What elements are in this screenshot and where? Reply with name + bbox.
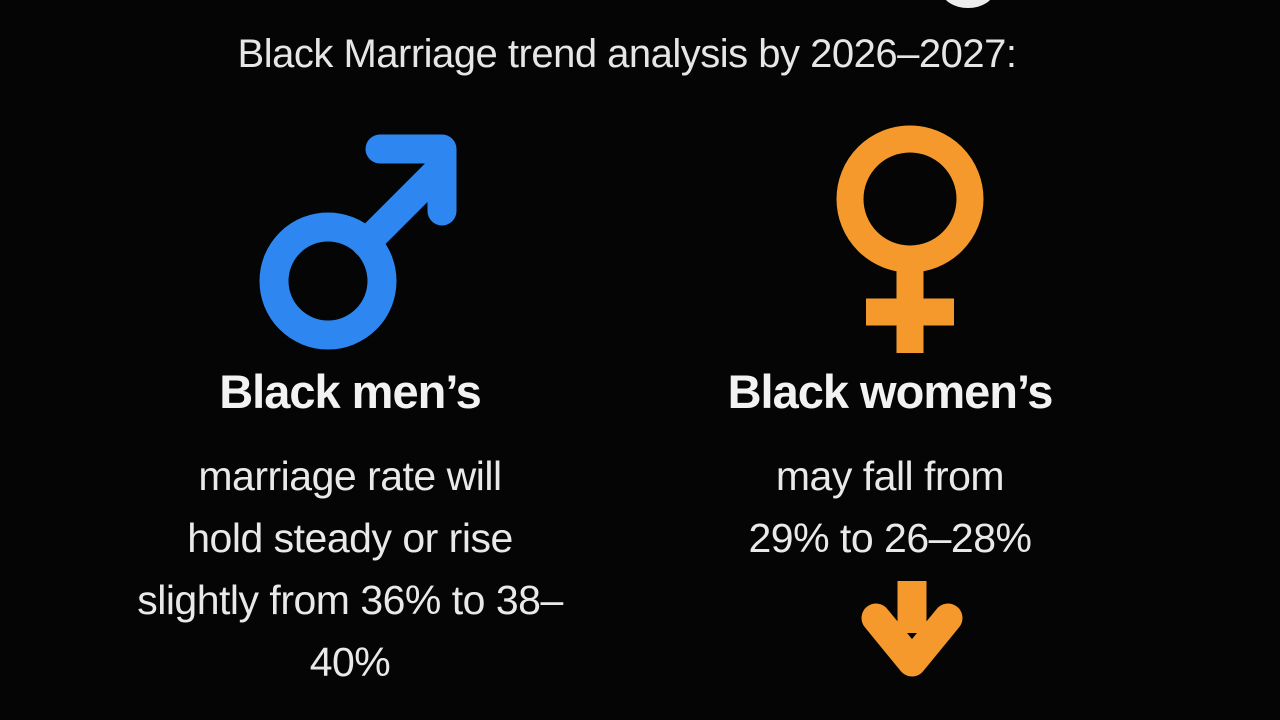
- women-column: Black women’s may fall from 29% to 26–28…: [625, 123, 1155, 693]
- page-title: Black Marriage trend analysis by 2026–20…: [237, 32, 1017, 76]
- women-heading: Black women’s: [727, 365, 1054, 418]
- male-symbol-glyph: [259, 134, 456, 350]
- female-symbol-icon: [836, 123, 984, 355]
- cropped-text-fragment: [945, 0, 991, 8]
- male-symbol-icon: [258, 123, 463, 355]
- men-column: Black men’s marriage rate will hold stea…: [85, 123, 615, 693]
- arrow-down-glyph: [861, 581, 963, 677]
- female-symbol-glyph: [836, 125, 984, 353]
- men-body-text: marriage rate will hold steady or rise s…: [137, 453, 563, 685]
- arrow-down-icon: [859, 581, 965, 688]
- comparison-columns: Black men’s marriage rate will hold stea…: [85, 123, 1155, 693]
- men-heading: Black men’s: [219, 365, 482, 418]
- women-body-text: may fall from 29% to 26–28%: [748, 453, 1032, 561]
